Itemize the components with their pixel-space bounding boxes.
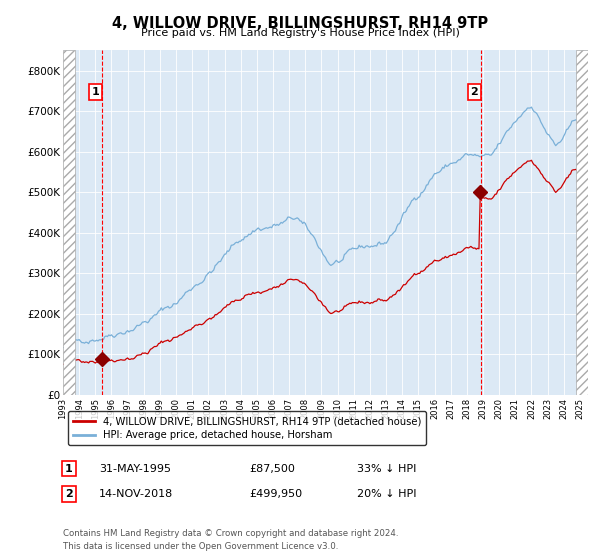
Legend: 4, WILLOW DRIVE, BILLINGSHURST, RH14 9TP (detached house), HPI: Average price, d: 4, WILLOW DRIVE, BILLINGSHURST, RH14 9TP… — [68, 411, 427, 445]
Text: 1: 1 — [92, 87, 100, 97]
Text: 2: 2 — [65, 489, 73, 499]
Text: 2: 2 — [470, 87, 478, 97]
Text: 31-MAY-1995: 31-MAY-1995 — [99, 464, 171, 474]
Text: 14-NOV-2018: 14-NOV-2018 — [99, 489, 173, 499]
Text: Price paid vs. HM Land Registry's House Price Index (HPI): Price paid vs. HM Land Registry's House … — [140, 28, 460, 38]
Text: 20% ↓ HPI: 20% ↓ HPI — [357, 489, 416, 499]
Text: £499,950: £499,950 — [249, 489, 302, 499]
Text: This data is licensed under the Open Government Licence v3.0.: This data is licensed under the Open Gov… — [63, 542, 338, 550]
Text: Contains HM Land Registry data © Crown copyright and database right 2024.: Contains HM Land Registry data © Crown c… — [63, 529, 398, 538]
Text: 4, WILLOW DRIVE, BILLINGSHURST, RH14 9TP: 4, WILLOW DRIVE, BILLINGSHURST, RH14 9TP — [112, 16, 488, 31]
Text: 1: 1 — [65, 464, 73, 474]
Text: £87,500: £87,500 — [249, 464, 295, 474]
Bar — [576, 50, 588, 395]
Text: 33% ↓ HPI: 33% ↓ HPI — [357, 464, 416, 474]
Bar — [63, 50, 75, 395]
